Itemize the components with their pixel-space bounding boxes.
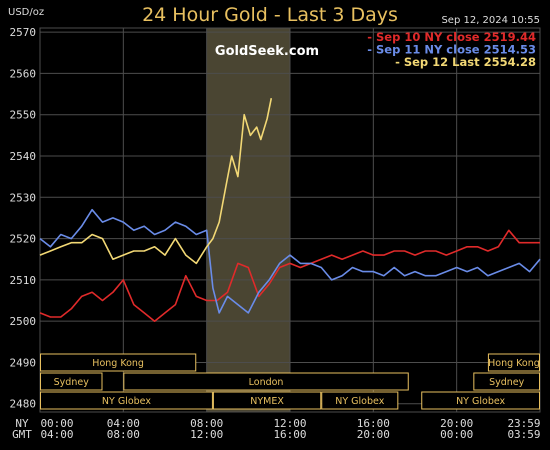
session-label: NYMEX xyxy=(250,396,284,407)
timestamp: Sep 12, 2024 10:55 xyxy=(441,15,540,26)
x-tick-label-gmt: 00:00 xyxy=(440,428,473,441)
series-layer xyxy=(39,98,541,323)
y-tick-label: 2510 xyxy=(10,274,37,287)
y-tick-label: 2550 xyxy=(10,109,37,122)
x-tick-label-gmt: 04:00 xyxy=(40,428,73,441)
session-box: Sydney xyxy=(473,372,541,391)
session-box-outline xyxy=(473,372,541,391)
brand-watermark: GoldSeek.com xyxy=(215,44,319,59)
session-box-outline xyxy=(40,391,213,410)
session-box-outline xyxy=(487,353,540,372)
x-tick-label-ny: 16:00 xyxy=(357,417,390,430)
y-tick-label: 2560 xyxy=(10,67,37,80)
session-label: NY Globex xyxy=(335,396,384,407)
y-tick-label: 2520 xyxy=(10,233,37,246)
x-tick-label-ny: 23:59 xyxy=(507,417,540,430)
session-label: Hong Kong xyxy=(488,358,540,369)
session-label: NY Globex xyxy=(456,396,505,407)
session-box-outline xyxy=(212,391,322,410)
session-box: NY Globex xyxy=(421,391,540,410)
session-label: NY Globex xyxy=(102,396,151,407)
session-box-outline xyxy=(40,353,197,372)
session-box: London xyxy=(123,372,409,391)
legend: - Sep 10 NY close 2519.44- Sep 11 NY clo… xyxy=(367,30,536,69)
y-axis-ticks: 2570 2560 2550 2540 2530 2520 2510 2500 2490 2480 xyxy=(10,26,37,411)
legend-entry: - Sep 12 Last 2554.28 xyxy=(395,55,536,69)
y-tick-label: 2500 xyxy=(10,315,37,328)
x-tick-label-ny: 20:00 xyxy=(440,417,473,430)
y-tick-label: 2540 xyxy=(10,150,37,163)
x-tick-label-ny: 00:00 xyxy=(40,417,73,430)
session-box: Hong Kong xyxy=(40,353,197,372)
session-box: NY Globex xyxy=(321,391,399,410)
x-tick-label-gmt: 08:00 xyxy=(107,428,140,441)
x-axis-row-label-gmt: GMT xyxy=(12,428,32,441)
session-box: Sydney xyxy=(40,372,103,391)
x-axis-ticks: NYGMT00:0004:0004:0008:0008:0012:0012:00… xyxy=(12,417,541,441)
session-box: NY Globex xyxy=(40,391,213,410)
session-box-outline xyxy=(40,372,103,391)
y-tick-label: 2530 xyxy=(10,191,37,204)
x-tick-label-gmt: 03:59 xyxy=(507,428,540,441)
session-box-outline xyxy=(321,391,399,410)
chart-title: 24 Hour Gold - Last 3 Days xyxy=(142,4,398,26)
session-box: Hong Kong xyxy=(487,353,540,372)
nymex-hours-band xyxy=(206,28,290,412)
y-tick-label: 2570 xyxy=(10,26,37,39)
session-box-outline xyxy=(123,372,409,391)
x-tick-label-gmt: 16:00 xyxy=(273,428,306,441)
x-axis-row-label-ny: NY xyxy=(15,417,29,430)
nymex-highlight-layer xyxy=(206,28,290,412)
y-axis-unit: USD/oz xyxy=(8,7,44,18)
session-box: NYMEX xyxy=(212,391,322,410)
series-line-sep-12 xyxy=(39,98,273,265)
x-tick-label-ny: 08:00 xyxy=(190,417,223,430)
session-box-outline xyxy=(421,391,540,410)
session-label: Sydney xyxy=(54,377,90,388)
legend-entry: - Sep 11 NY close 2514.53 xyxy=(367,43,536,57)
x-tick-label-ny: 12:00 xyxy=(273,417,306,430)
series-line-sep-10 xyxy=(39,229,540,323)
x-tick-label-ny: 04:00 xyxy=(107,417,140,430)
session-label: London xyxy=(249,377,284,388)
x-tick-label-gmt: 20:00 xyxy=(357,428,390,441)
y-tick-label: 2480 xyxy=(10,398,37,411)
series-line-sep-11 xyxy=(39,208,541,314)
session-label: Sydney xyxy=(489,377,525,388)
legend-entry: - Sep 10 NY close 2519.44 xyxy=(367,30,536,44)
x-tick-label-gmt: 12:00 xyxy=(190,428,223,441)
session-label: Hong Kong xyxy=(92,358,144,369)
y-tick-label: 2490 xyxy=(10,356,37,369)
